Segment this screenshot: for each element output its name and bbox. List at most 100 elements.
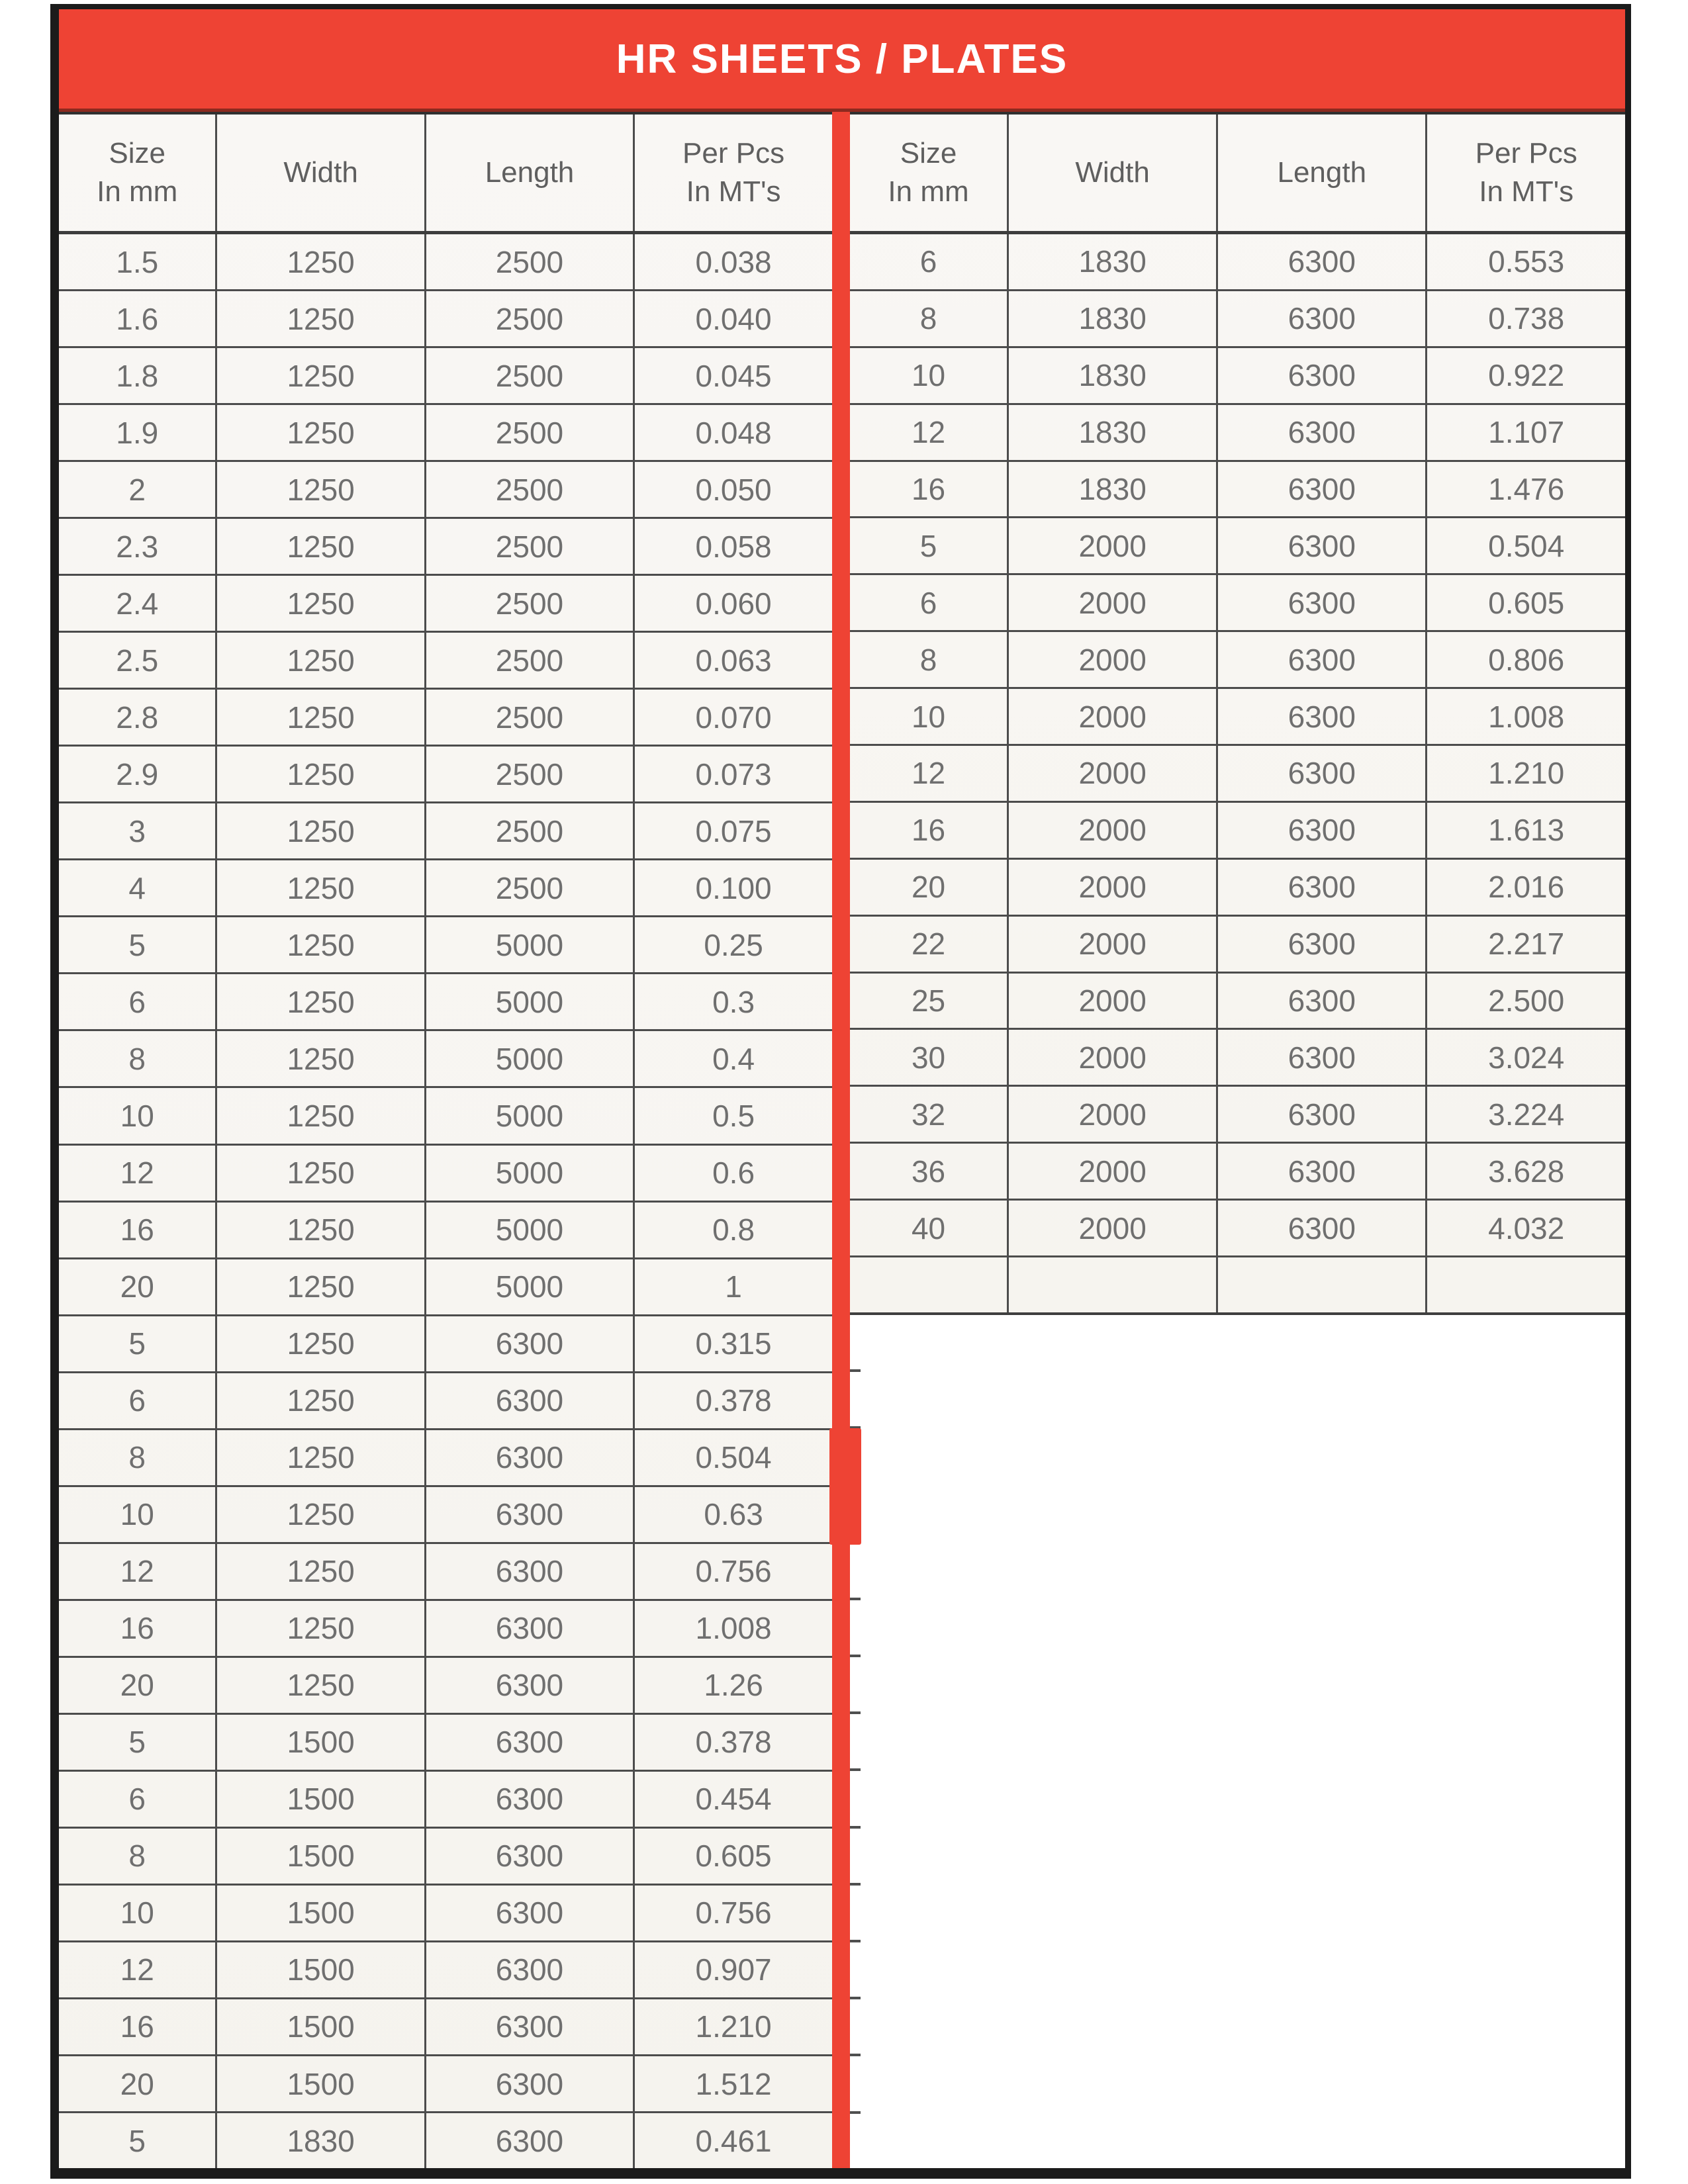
table-row: 10 1250 5000 0.5 <box>59 1088 832 1146</box>
table-cell: 8 <box>850 632 1009 688</box>
table-cell: 6300 <box>426 1316 635 1371</box>
table-cell: 1500 <box>217 1999 426 2054</box>
table-cell: 1250 <box>217 1373 426 1428</box>
table-cell: 1250 <box>217 974 426 1030</box>
table-cell: 6300 <box>1218 1087 1428 1142</box>
table-cell: 0.378 <box>695 1725 772 1760</box>
table-cell: 6300 <box>1218 291 1428 346</box>
table-row: 8 1830 6300 0.738 <box>850 291 1625 348</box>
table-cell: 12 <box>59 1145 218 1201</box>
table-cell: 12 <box>850 746 1009 801</box>
table-cell: 6 <box>850 575 1009 631</box>
table-cell: 1500 <box>217 2056 426 2112</box>
table-cell: 0.6 <box>712 1156 755 1191</box>
table-cell: 2500 <box>426 348 635 404</box>
table-cell: 6300 <box>426 1430 635 1485</box>
table-cell: 1250 <box>217 633 426 688</box>
table-row: 6 1250 5000 0.3 <box>59 974 832 1032</box>
table-row: 1.8 1250 2500 0.045 <box>59 348 832 406</box>
table-row: 4 1250 2500 0.100 <box>59 860 832 918</box>
table-cell: 2.217 <box>1488 927 1565 962</box>
table-cell: 0.048 <box>695 415 772 450</box>
table-cell: 1830 <box>217 2113 426 2169</box>
table-row: 2.4 1250 2500 0.060 <box>59 576 832 633</box>
table-cell: 5000 <box>426 974 635 1030</box>
table-row: 3 1250 2500 0.075 <box>59 803 832 861</box>
table-cell: 0.038 <box>695 244 772 279</box>
table-cell: 1830 <box>1009 461 1219 517</box>
right-table: Size In mm Width Length Per Pcs In MT's 6 1830… <box>850 112 1625 1315</box>
row-line-tick <box>850 1826 861 1829</box>
table-cell: 0.060 <box>695 586 772 621</box>
table-cell: 6300 <box>426 1543 635 1599</box>
table-cell: 10 <box>850 347 1009 403</box>
table-cell: 2500 <box>426 803 635 859</box>
table-cell <box>1427 1257 1625 1312</box>
table-row: 1.6 1250 2500 0.040 <box>59 291 832 349</box>
table-cell: 2.5 <box>59 633 218 688</box>
table-cell: 1250 <box>217 1202 426 1257</box>
table-cell: 2500 <box>426 633 635 688</box>
table-cell: 6300 <box>426 1999 635 2054</box>
table-row: 10 1830 6300 0.922 <box>850 347 1625 405</box>
page-content: Size In mm Width Length Per Pcs In MT's 1.5 12… <box>59 112 1625 2169</box>
table-cell: 2 <box>59 462 218 518</box>
table-cell: 3.224 <box>1488 1097 1565 1132</box>
row-line-tick <box>850 1883 861 1886</box>
table-cell: 0.045 <box>695 358 772 393</box>
table-cell <box>850 1257 1009 1312</box>
table-cell: 0.756 <box>695 1895 772 1931</box>
table-cell: 2000 <box>1009 1030 1219 1085</box>
table-cell: 5000 <box>426 1088 635 1144</box>
table-cell: 6300 <box>1218 632 1428 688</box>
table-cell: 6300 <box>1218 1201 1428 1256</box>
table-cell: 0.063 <box>695 643 772 678</box>
table-cell: 6300 <box>426 1600 635 1656</box>
table-row: 25 2000 6300 2.500 <box>850 973 1625 1030</box>
table-cell: 5 <box>59 1714 218 1770</box>
table-cell: 6300 <box>426 1771 635 1827</box>
table-row: 36 2000 6300 3.628 <box>850 1144 1625 1201</box>
column-header: Per Pcs In MT's <box>1475 136 1577 208</box>
table-cell: 12 <box>850 404 1009 460</box>
table-cell: 6300 <box>1218 461 1428 517</box>
table-cell: 1830 <box>1009 404 1219 460</box>
row-line-tick <box>850 1997 861 1999</box>
table-cell: 1250 <box>217 690 426 745</box>
column-header: Width <box>1009 114 1219 231</box>
table-cell: 1250 <box>217 803 426 859</box>
left-table-header: Size In mm Width Length Per Pcs In MT's <box>59 112 832 234</box>
table-cell: 2500 <box>426 462 635 518</box>
table-cell: 0.100 <box>695 870 772 905</box>
table-cell: 6300 <box>1218 347 1428 403</box>
table-row: 5 1250 6300 0.315 <box>59 1316 832 1373</box>
right-table-rows: 6 1830 6300 0.553 8 1830 6300 0.738 10 1830 6300 0.… <box>850 234 1625 1312</box>
table-row: 12 1500 6300 0.907 <box>59 1942 832 1999</box>
table-cell: 6 <box>59 974 218 1030</box>
table-cell: 1.9 <box>59 405 218 461</box>
table-cell: 0.907 <box>695 1952 772 1987</box>
table-row: 30 2000 6300 3.024 <box>850 1030 1625 1087</box>
column-header: Length <box>1218 114 1428 231</box>
table-cell: 10 <box>59 1486 218 1542</box>
table-cell: 12 <box>59 1543 218 1599</box>
table-cell: 2500 <box>426 519 635 574</box>
table-cell: 1.008 <box>695 1611 772 1646</box>
table-row: 2.8 1250 2500 0.070 <box>59 690 832 747</box>
table-cell: 1830 <box>1009 234 1219 289</box>
table-cell: 6 <box>59 1373 218 1428</box>
table-cell: 2000 <box>1009 689 1219 745</box>
table-row: 8 1250 6300 0.504 <box>59 1430 832 1487</box>
table-row: 16 2000 6300 1.613 <box>850 802 1625 860</box>
table-cell: 6300 <box>426 2113 635 2169</box>
table-cell: 16 <box>59 1999 218 2054</box>
table-cell: 1250 <box>217 462 426 518</box>
table-cell: 1250 <box>217 747 426 802</box>
table-row: 8 1250 5000 0.4 <box>59 1031 832 1089</box>
table-cell: 1500 <box>217 1714 426 1770</box>
table-cell: 0.050 <box>695 472 772 507</box>
table-cell: 2000 <box>1009 1144 1219 1199</box>
table-cell: 8 <box>59 1430 218 1485</box>
table-cell: 2500 <box>426 291 635 347</box>
table-cell: 6 <box>850 234 1009 289</box>
